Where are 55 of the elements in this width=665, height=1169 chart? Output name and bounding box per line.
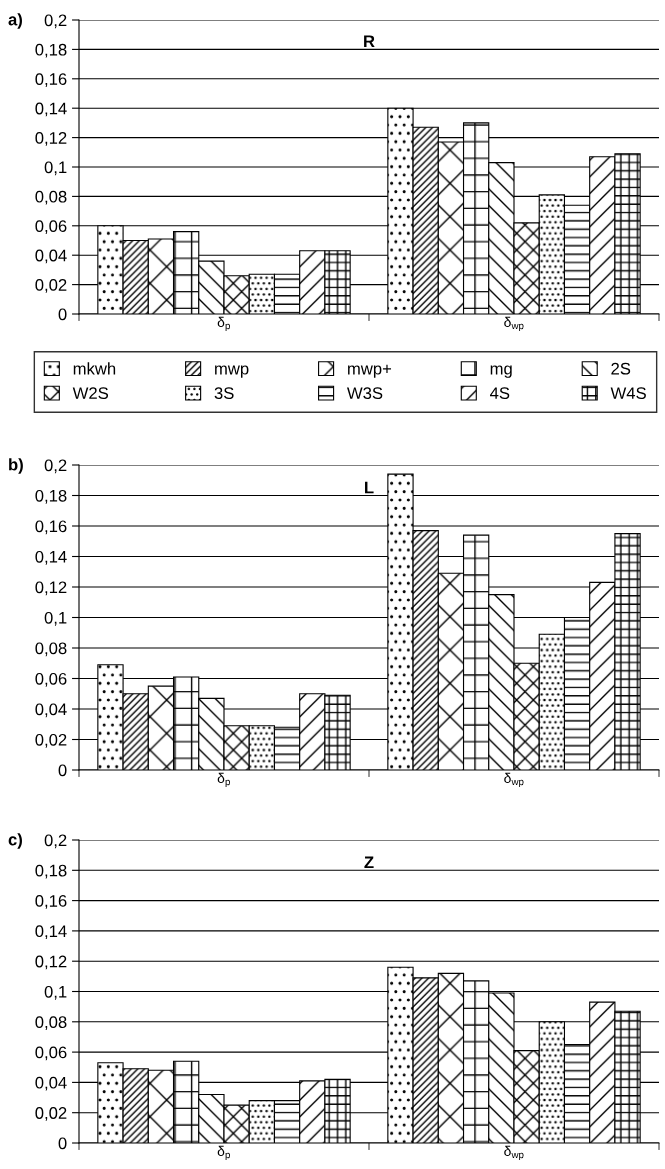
y-tick-label: 0	[58, 1137, 67, 1150]
y-tick-label: 0,06	[35, 220, 67, 234]
y-tick-label: 0,02	[35, 733, 67, 748]
y-tick-label: 0,04	[35, 249, 67, 264]
x-tick-label: δ$_{wp}$	[504, 1145, 524, 1161]
y-tick-label: 0,12	[35, 132, 67, 146]
x-tick-label: δ$_{p}$	[217, 1145, 230, 1161]
y-tick-label: 0,12	[35, 581, 67, 596]
y-tick-label: 0,14	[35, 102, 67, 117]
legend-label: mwp+	[348, 364, 392, 378]
y-tick-label: 0,02	[35, 279, 67, 293]
text: Z	[364, 856, 374, 869]
text: a)	[8, 13, 22, 29]
legend-label: W2S	[72, 387, 109, 400]
text: R	[364, 35, 375, 47]
y-tick-label: 0,16	[35, 520, 67, 535]
y-tick-label: 0,04	[35, 1076, 67, 1091]
y-tick-label: 0,1	[44, 161, 67, 176]
y-tick-label: 0	[58, 764, 67, 777]
text: L	[365, 481, 374, 494]
y-tick-label: 0,04	[35, 703, 67, 718]
y-tick-label: 0,2	[44, 834, 67, 849]
legend-label: 4S	[490, 387, 510, 400]
y-tick-label: 0,1	[44, 611, 67, 626]
y-tick-label: 0,14	[35, 925, 67, 940]
y-tick-label: 0,08	[35, 642, 67, 657]
x-tick-label: δ$_{wp}$	[504, 316, 524, 332]
y-tick-label: 0,18	[35, 489, 67, 504]
y-tick-label: 0,2	[44, 14, 67, 29]
y-tick-label: 0,08	[35, 1016, 67, 1030]
legend-label: mg	[490, 365, 512, 378]
y-tick-label: 0,16	[35, 895, 67, 909]
y-tick-label: 0,06	[35, 1046, 67, 1061]
y-tick-label: 0,16	[35, 73, 67, 87]
y-tick-label: 0,1	[44, 985, 67, 1000]
y-tick-label: 0,14	[35, 550, 67, 565]
y-tick-label: 0,08	[35, 190, 67, 205]
legend-label: W3S	[347, 387, 383, 400]
y-tick-label: 0	[58, 308, 67, 321]
y-tick-label: 0,18	[35, 864, 67, 879]
legend-label: 2S	[611, 362, 631, 375]
legend-label: mwp	[215, 365, 249, 378]
legend-label: mkwh	[73, 362, 116, 375]
y-tick-label: 0,12	[35, 955, 67, 970]
x-tick-label: δ$_{p}$	[217, 772, 230, 788]
legend-label: W4S	[610, 387, 646, 400]
text: b)	[9, 458, 23, 474]
x-tick-label: δ$_{wp}$	[504, 772, 524, 788]
y-tick-label: 0,02	[35, 1107, 67, 1121]
text: c)	[8, 833, 22, 849]
y-tick-label: 0,06	[35, 672, 67, 687]
y-tick-label: 0,2	[44, 459, 67, 474]
x-tick-label: δ$_{p}$	[217, 316, 230, 332]
legend-label: 3S	[214, 387, 234, 400]
y-tick-label: 0,18	[35, 43, 67, 58]
